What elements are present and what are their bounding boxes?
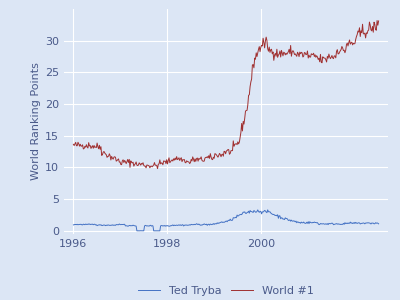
Ted Tryba bbox=[108, 224, 112, 227]
World #1 bbox=[294, 53, 298, 57]
World #1 bbox=[71, 142, 76, 146]
Ted Tryba bbox=[171, 224, 176, 227]
World #1 bbox=[264, 35, 268, 39]
Ted Tryba bbox=[193, 223, 198, 226]
Ted Tryba bbox=[135, 229, 140, 232]
World #1 bbox=[375, 19, 380, 22]
Line: Ted Tryba: Ted Tryba bbox=[73, 210, 379, 231]
Ted Tryba bbox=[71, 223, 76, 227]
World #1 bbox=[376, 19, 381, 23]
Ted Tryba bbox=[265, 208, 270, 212]
World #1 bbox=[108, 154, 112, 158]
World #1 bbox=[292, 53, 297, 56]
Legend: Ted Tryba, World #1: Ted Tryba, World #1 bbox=[134, 282, 318, 300]
Ted Tryba bbox=[264, 210, 268, 214]
Ted Tryba bbox=[293, 220, 298, 224]
World #1 bbox=[171, 157, 176, 160]
World #1 bbox=[155, 167, 160, 170]
Line: World #1: World #1 bbox=[73, 21, 379, 169]
Y-axis label: World Ranking Points: World Ranking Points bbox=[31, 63, 41, 180]
Ted Tryba bbox=[376, 222, 381, 226]
World #1 bbox=[193, 157, 198, 160]
Ted Tryba bbox=[294, 221, 299, 224]
